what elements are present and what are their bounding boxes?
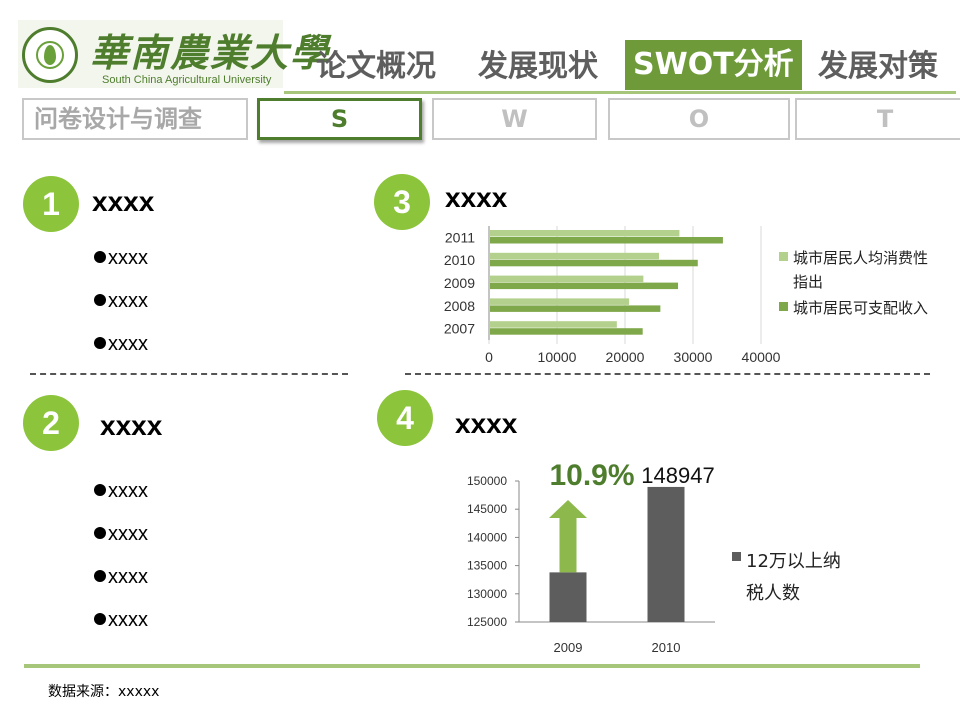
y-tick-label: 2009 — [444, 275, 475, 291]
subtab-survey[interactable]: 问卷设计与调查 — [22, 98, 248, 140]
subtab-s[interactable]: S — [257, 98, 422, 140]
bar — [490, 282, 679, 290]
x-tick-label: 30000 — [674, 349, 713, 365]
section-3-title: xxxx — [445, 182, 508, 213]
bar — [490, 259, 698, 267]
bar — [490, 252, 659, 260]
dashed-divider — [405, 373, 930, 375]
nav-item-overview[interactable]: 论文概况 — [316, 49, 436, 84]
growth-annotation: 10.9% — [549, 459, 634, 492]
list-item: xxxx — [94, 332, 148, 375]
y-tick-label: 135000 — [467, 559, 507, 573]
y-tick-label: 150000 — [467, 474, 507, 488]
legend-label-consumption: 城市居民人均消费性指出 — [793, 249, 929, 291]
y-tick-label: 2010 — [444, 252, 475, 268]
university-logo: 華南農業大學 South China Agricultural Universi… — [18, 20, 328, 88]
bar — [490, 275, 644, 283]
data-label: 148947 — [641, 463, 714, 488]
list-item: xxxx — [94, 565, 148, 608]
section-1-bullets: xxxx xxxx xxxx — [94, 246, 148, 375]
section-1-number: 1 — [23, 176, 79, 232]
y-tick-label: 145000 — [467, 502, 507, 516]
section-3-number: 3 — [374, 174, 430, 230]
bar — [647, 486, 685, 622]
footer-divider — [24, 664, 920, 668]
x-tick-label: 20000 — [606, 349, 645, 365]
bar — [490, 230, 680, 237]
y-tick-label: 140000 — [467, 530, 507, 544]
legend-label-taxpayers: 12万以上纳税人数 — [746, 551, 841, 604]
section-2-number: 2 — [23, 395, 79, 451]
nav-item-swot[interactable]: SWOT分析 — [625, 40, 802, 90]
list-item: xxxx — [94, 522, 148, 565]
section-4-number: 4 — [377, 390, 433, 446]
bar — [490, 237, 723, 244]
data-source: 数据来源：xxxxx — [48, 684, 160, 700]
income-consumption-bar-chart: 0 10000 20000 30000 40000 2011 2010 2009 2008 200… — [444, 226, 781, 365]
list-item: xxxx — [94, 479, 148, 522]
bar — [490, 298, 630, 305]
y-tick-label: 2008 — [444, 298, 475, 314]
y-tick-label: 2011 — [445, 229, 475, 245]
section-4-title: xxxx — [455, 408, 518, 439]
y-tick-label: 2007 — [444, 321, 475, 337]
bar — [549, 572, 587, 622]
x-tick-label: 2010 — [652, 640, 681, 655]
growth-arrow-icon — [549, 500, 587, 573]
section-1-title: xxxx — [92, 186, 155, 217]
list-item: xxxx — [94, 246, 148, 289]
x-tick-label: 10000 — [538, 349, 577, 365]
university-seal-icon — [22, 27, 78, 83]
university-name-en: South China Agricultural University — [102, 74, 272, 86]
x-tick-label: 2009 — [554, 640, 583, 655]
subtab-w[interactable]: W — [432, 98, 597, 140]
y-tick-label: 125000 — [467, 615, 507, 629]
x-tick-label: 0 — [485, 349, 493, 365]
section-2-bullets: xxxx xxxx xxxx xxxx — [94, 479, 148, 651]
list-item: xxxx — [94, 289, 148, 332]
nav-item-status[interactable]: 发展现状 — [478, 49, 598, 84]
dashed-divider — [30, 373, 348, 375]
x-tick-label: 40000 — [742, 349, 781, 365]
bar — [490, 321, 617, 328]
subtab-o[interactable]: O — [608, 98, 790, 140]
university-name-cn: 華南農業大學 — [90, 30, 331, 75]
legend-swatch-taxpayers — [732, 552, 741, 561]
legend-swatch-consumption — [779, 252, 788, 261]
legend-swatch-income — [779, 302, 788, 311]
section-2-title: xxxx — [100, 410, 163, 441]
bar — [490, 328, 643, 335]
taxpayer-bar-chart: 125000 130000 135000 140000 145000 150000 2009… — [467, 459, 715, 655]
legend-label-income: 城市居民可支配收入 — [793, 299, 929, 317]
nav-divider — [284, 91, 956, 94]
bar — [490, 305, 661, 312]
subtab-t[interactable]: T — [795, 98, 960, 140]
list-item: xxxx — [94, 608, 148, 651]
y-tick-label: 130000 — [467, 587, 507, 601]
nav-item-strategy[interactable]: 发展对策 — [818, 49, 938, 84]
